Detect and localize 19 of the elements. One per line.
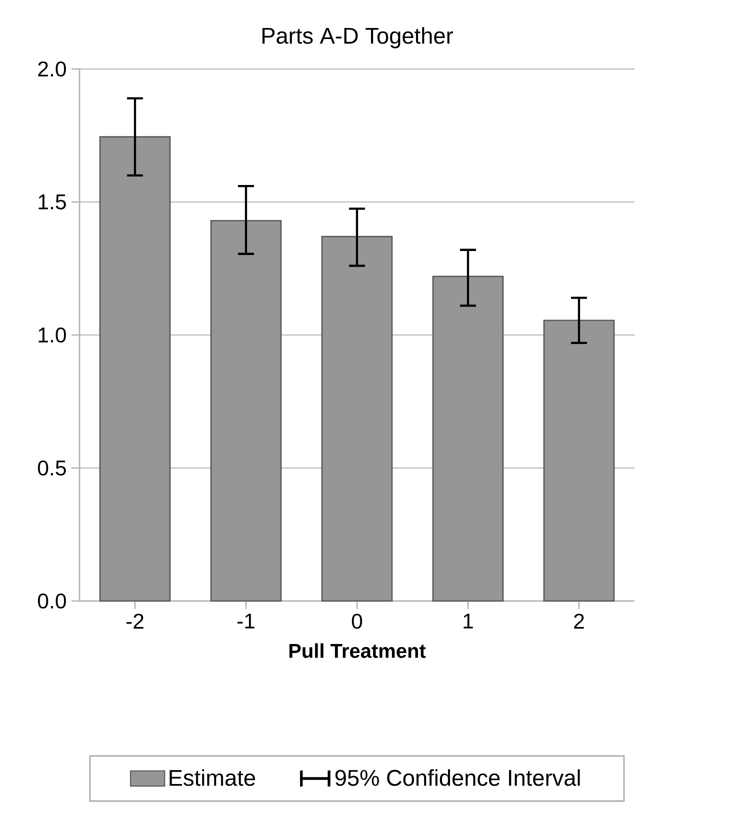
y-tick-label: 0.5	[38, 460, 66, 476]
x-tick-label: -1	[237, 614, 254, 628]
x-tick-label: 1	[464, 614, 473, 628]
y-tick-label: 1.5	[38, 194, 66, 210]
bar	[432, 276, 504, 602]
y-tick-label: 1.0	[38, 327, 66, 343]
x-axis-title: Pull Treatment	[289, 643, 426, 658]
chart-title: Parts A-D Together	[262, 27, 453, 48]
bar	[210, 220, 282, 602]
x-tick-label: 2	[574, 614, 584, 629]
bar	[99, 136, 171, 602]
legend-label: Estimate	[170, 769, 256, 786]
bar	[543, 320, 615, 602]
x-tick-label: 0	[352, 614, 362, 629]
y-tick-label: 2.0	[38, 61, 66, 77]
y-tick-label: 0.0	[38, 593, 66, 609]
text: 95% Confidence Interval	[335, 769, 580, 786]
x-tick-label: -2	[126, 614, 144, 629]
bar	[321, 236, 393, 602]
